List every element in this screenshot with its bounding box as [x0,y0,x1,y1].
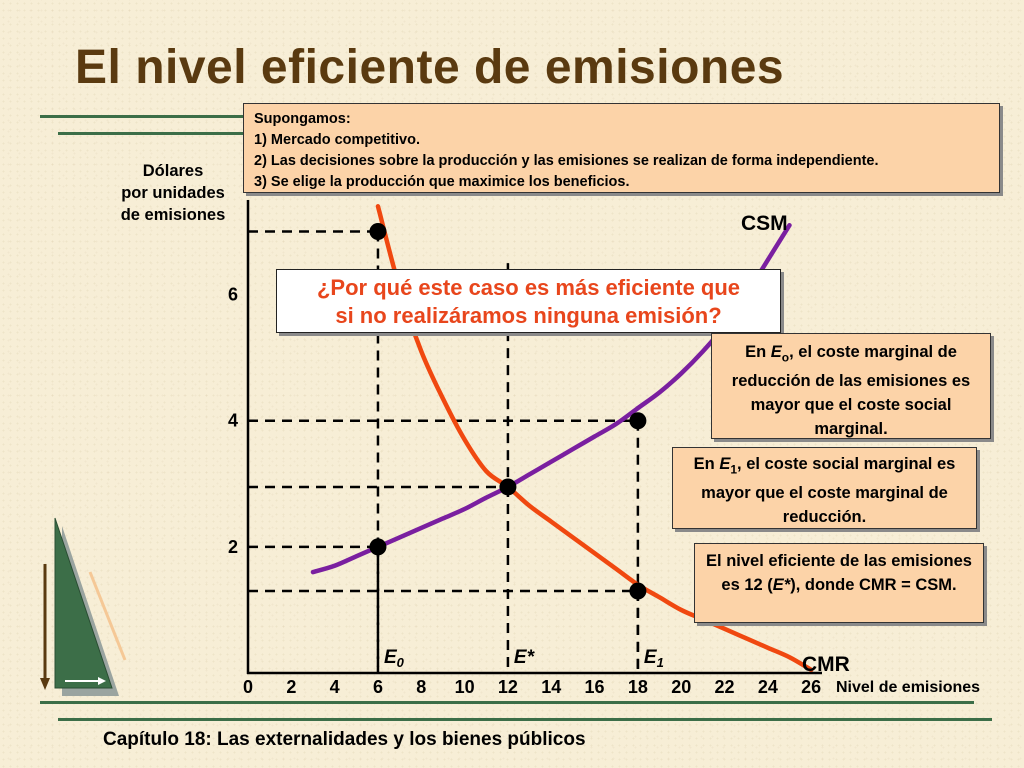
question-line: si no realizáramos ninguna emisión? [335,303,722,328]
note-estar-pre: El nivel eficiente de las emisiones es 1… [706,552,972,594]
y-tick-labels: 2 4 6 [228,285,238,557]
assumptions-box: Supongamos: 1) Mercado competitivo. 2) L… [243,103,1000,193]
e-label: E0 [384,647,405,670]
note-e0-var: E [770,343,782,361]
point-e1 [629,412,647,430]
y-tick-label: 6 [228,285,238,305]
x-tick-label: 2 [286,677,296,697]
curves [310,204,814,673]
e-label: E* [514,647,536,668]
point-estar [499,478,517,496]
assumption-item: 3) Se elige la producción que maximice l… [254,174,630,190]
assumptions-heading: Supongamos: [254,111,351,127]
x-tick-label: 6 [373,677,383,697]
y-axis-label-line: de emisiones [120,206,226,224]
point-e0 [369,538,387,556]
point-e0 [369,223,387,241]
decorative-triangle [40,517,127,696]
y-axis-label-line: por unidades [121,184,225,202]
x-tick-label: 20 [671,677,691,697]
x-axis-label: Nivel de emisiones [836,679,980,696]
footer-rule-top [40,701,974,704]
note-e0: En Eo, el coste marginal de reducción de… [711,333,991,439]
x-tick-label: 18 [628,677,648,697]
x-tick-label: 8 [416,677,426,697]
x-tick-label: 12 [498,677,518,697]
assumption-item: 2) Las decisiones sobre la producción y … [254,153,879,169]
series-label-csm: CSM [741,212,788,235]
series-line-csm [310,222,792,575]
slide-title: El nivel eficiente de emisiones [75,41,785,94]
e-label: E1 [644,647,664,670]
x-tick-label: 4 [330,677,340,697]
note-e1-sub: 1 [730,462,738,477]
x-tick-label: 16 [585,677,605,697]
x-tick-label: 26 [801,677,821,697]
question-line: ¿Por qué este caso es más eficiente que [316,275,741,300]
question-box: ¿Por qué este caso es más eficiente que … [276,269,781,333]
assumption-item: 1) Mercado competitivo. [254,132,420,148]
series-line-cmr [375,204,814,673]
y-axis-label: Dólares por unidades de emisiones [103,160,243,226]
note-e0-text: , el coste marginal de reducción de las … [731,343,971,439]
x-tick-label: 24 [758,677,778,697]
footer-caption: Capítulo 18: Las externalidades y los bi… [103,729,586,750]
note-e1: En E1, el coste social marginal es mayor… [672,447,977,529]
title-rule-bottom [58,132,245,135]
equilibrium-points [369,223,647,600]
x-tick-label: 10 [455,677,475,697]
x-tick-labels: 0 2 4 6 8 10 12 14 16 18 20 22 24 26 [243,677,821,697]
x-tick-label: 14 [541,677,561,697]
axes [246,200,822,675]
x-tick-label: 0 [243,677,253,697]
note-estar: El nivel eficiente de las emisiones es 1… [694,543,984,623]
y-axis-label-line: Dólares [142,162,204,180]
e-labels: E0 E* E1 [384,647,664,670]
note-e1-var: E [719,455,731,473]
note-e1-pre: En [693,455,720,473]
footer-rule-bottom [58,718,992,721]
note-e1-text: , el coste social marginal es mayor que … [701,455,956,527]
series-label-cmr: CMR [802,653,850,676]
x-tick-label: 22 [715,677,735,697]
y-tick-label: 2 [228,537,238,557]
title-rule-top [40,115,245,118]
note-estar-post: ), donde CMR = CSM. [790,576,957,594]
note-e0-sub: o [781,350,790,365]
point-e1 [629,582,647,600]
note-e0-pre: En [745,343,771,361]
y-tick-label: 4 [228,411,238,431]
note-estar-var: E* [772,576,791,594]
